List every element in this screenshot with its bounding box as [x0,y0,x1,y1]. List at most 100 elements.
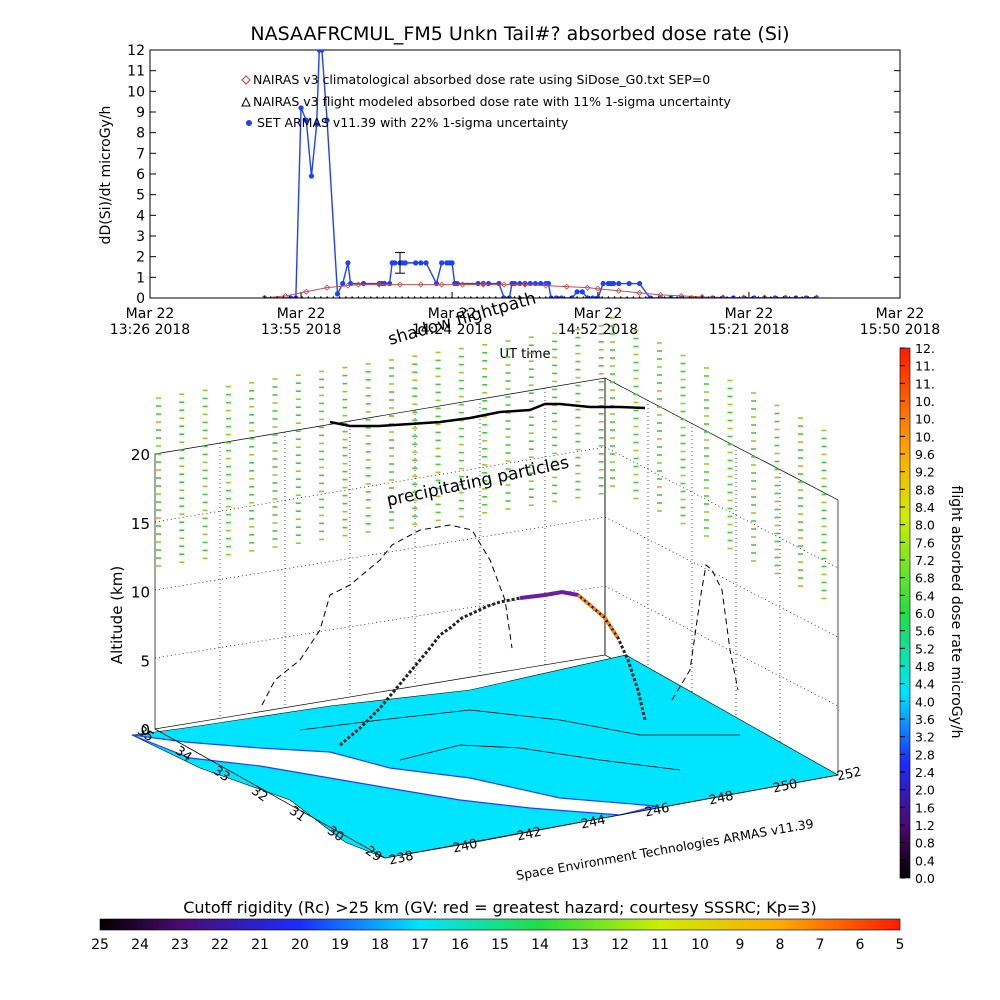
colorbar-tick-label: 0.8 [915,836,935,851]
legend-item-armas: SET ARMAS v11.39 with 22% 1-sigma uncert… [246,115,569,130]
data-point [413,260,419,266]
border-line [399,744,681,771]
colorbar-tick-label: 4.4 [915,677,935,692]
data-point [433,280,440,287]
y-tick-label: 4 [136,208,145,224]
data-point [657,291,664,298]
cutoff-tick-label: 25 [91,937,109,953]
legend-label: NAIRAS v3 climatological absorbed dose r… [253,72,710,87]
x-tick-label: Mar 22 [126,306,175,322]
altitude-ticks: 0 5 10 15 20 [131,446,150,739]
data-point [344,282,351,289]
x-tick-label: 14:24 2018 [412,322,492,338]
colorbar-tick-label: 7.2 [915,553,935,568]
map-surface [130,654,839,859]
data-point [579,289,585,295]
data-point [314,121,320,127]
data-point [496,280,502,287]
x-tick-label: 13:26 2018 [110,322,190,338]
data-point [386,280,393,287]
data-point [319,50,325,53]
cutoff-tick-label: 20 [291,937,309,953]
data-point [303,288,310,295]
x-tick-label: Mar 22 [876,306,925,322]
colorbar-tick-label: 9.6 [915,447,935,462]
colorbar-tick-label: 9.2 [915,465,935,480]
top-projection-track [329,402,646,428]
colorbar-tick-label: 11. [915,376,935,391]
colorbar-tick-label: 6.8 [915,571,935,586]
cutoff-tick-label: 13 [571,937,589,953]
data-point [584,284,591,291]
data-point [454,280,460,287]
cutoff-tick-label: 17 [411,937,429,953]
cutoff-tick-label: 7 [816,937,825,953]
data-point [501,281,508,288]
axis-lines [154,728,839,859]
altitude-tick-label: 15 [131,515,150,533]
colorbar-tick-label: 5.2 [915,641,935,656]
data-point [574,289,580,295]
cutoff-tick-label: 22 [211,937,229,953]
data-point [423,260,429,266]
data-point [334,291,341,297]
x-tick-label: Mar 22 [277,306,326,322]
diamond-icon [241,75,251,85]
data-point [558,295,565,298]
cutoff-tick-label: 21 [251,937,269,953]
data-point [402,260,408,266]
longitude-tick-label: 250 [772,777,799,797]
data-point [355,281,362,288]
x-tick-label: 13:55 2018 [261,322,341,338]
colorbar-tick-label: 3.2 [915,730,935,745]
precipitating-particles [156,317,827,600]
x-tick-label: 15:50 2018 [860,322,940,338]
colorbar-tick-label: 8.0 [915,518,935,533]
dot-icon [246,120,252,126]
longitude-tick-label: 242 [516,825,543,845]
colorbar-tick-label: 8.8 [915,482,935,497]
data-point [459,281,466,288]
x-axis-label: UT time [500,347,551,362]
triangle-icon [241,96,251,107]
data-point [521,281,529,288]
data-point [636,289,643,296]
data-point [324,284,331,291]
x-tick-label: Mar 22 [428,306,477,322]
altitude-label: Altitude (km) [108,566,126,664]
data-point [590,295,596,298]
altitude-tick-label: 0 [140,721,150,739]
data-point [475,280,481,287]
longitude-tick-label: 244 [580,813,607,833]
data-point [303,117,309,123]
y-tick-label: 7 [136,146,145,162]
flight-track-color [576,593,620,640]
colorbar-tick-label: 2.8 [915,747,935,762]
y-tick-label: 10 [127,84,145,100]
legend-item-climatological: NAIRAS v3 climatological absorbed dose r… [241,72,710,87]
cutoff-tick-label: 10 [691,937,709,953]
y-tick-label: 5 [136,188,145,204]
shadow-flightpath-line [261,524,513,706]
data-point [282,292,289,298]
longitude-tick-label: 248 [708,789,735,809]
colorbar-tick-label: 6.4 [915,588,935,603]
data-point [636,280,643,287]
data-point [511,280,518,287]
chart-title: NASAAFRCMUL_FM5 Unkn Tail#? absorbed dos… [250,23,789,45]
colorbar-tick-label: 4.8 [915,659,935,674]
legend-label: NAIRAS v3 flight modeled absorbed dose r… [253,94,732,109]
data-point [626,280,632,287]
longitude-tick-label: 238 [388,849,415,869]
dose-colorbar: 0.0 0.4 0.8 1.2 1.6 2.0 2.4 2.8 3.2 3.6 4.0 4.4 4.8 5… [899,341,964,886]
annotation-precipitating-particles: precipitating particles [385,453,571,511]
data-point [418,260,424,266]
altitude-tick-label: 5 [140,652,150,670]
cutoff-ticks: 25 24 23 22 21 20 19 18 17 16 15 14 13 12 11 10 9 8 7 6 5 [91,937,904,953]
series-1 [261,281,820,298]
colorbar-ticks: 0.0 0.4 0.8 1.2 1.6 2.0 2.4 2.8 3.2 3.6 4.0 4.4 4.8 5… [900,341,935,886]
data-point [376,281,383,288]
colorbar-tick-label: 10. [915,394,935,409]
data-point [719,294,726,298]
